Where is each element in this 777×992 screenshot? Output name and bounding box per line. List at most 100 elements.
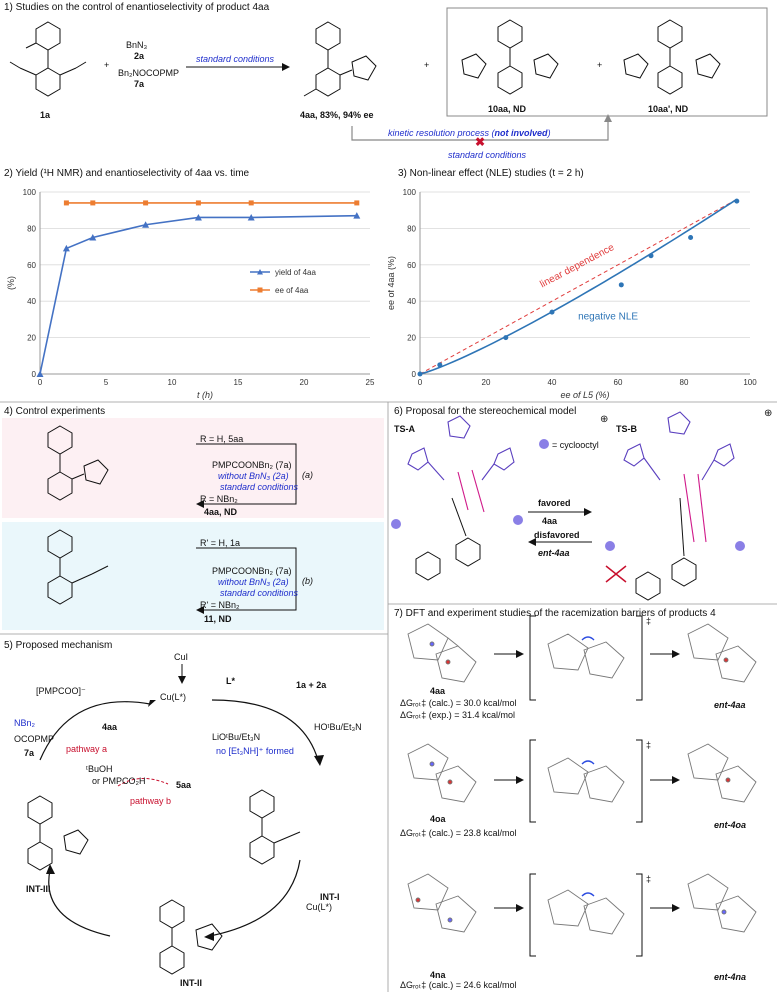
mech-pmpcoo: [PMPCOO]⁻ [36,686,86,696]
plus-sign-3: + [597,60,603,70]
standard-conditions-label: standard conditions [196,54,275,64]
mech-int-iii: INT-III [26,884,51,894]
dft-4aa-calc: ΔGᵣₒₜ‡ (calc.) = 30.0 kcal/mol [400,698,517,708]
disfavored-product: ent-4aa [538,548,570,558]
x-tick-label: 20 [482,378,491,387]
mech-byproduct: HOᵗBu/Et₃N [314,722,362,732]
data-point [648,253,654,259]
mech-cul-2: Cu(L*) [306,902,333,912]
panel1-graphics: ✖ [9,7,768,149]
dagger-3: ‡ [646,874,652,884]
control-a-reagent3: standard conditions [220,482,299,492]
mech-pathway-a: pathway a [66,744,108,754]
mech-4aa: 4aa [102,722,118,732]
data-point [248,200,254,206]
molecule-10aa [461,19,559,95]
ts-a-aryl [415,497,481,581]
dft-4aa-label: 4aa [430,686,446,696]
data-point [142,221,150,228]
dft-ent-4aa-structure [687,623,757,683]
y-tick-label: 0 [32,370,37,379]
yield-ee-chart: 0 20 40 60 80 100 0 5 10 15 20 25 t (h) (%) yield of 4… [6,188,375,400]
y-axis-label: ee of 4aa (%) [388,256,396,310]
y-tick-label: 80 [407,224,416,233]
control-a-tag: (a) [302,470,313,480]
data-point [36,370,44,377]
cyclooctyl-legend-icon [539,439,549,449]
y-tick-label: 0 [412,370,417,379]
mech-cui: CuI [174,652,189,662]
dagger-2: ‡ [646,740,652,750]
ts-a-azide [457,469,485,513]
ts-b-label: TS-B [616,424,637,434]
panel6-graphics: ⊕ ⊕ [391,408,772,601]
product-4aa-label: 4aa, 83%, 94% ee [300,110,374,120]
mech-base: LiOᵗBu/Et₃N [212,732,261,742]
ts-a-structure [407,415,515,481]
side-10aa-label: 10aa, ND [488,104,527,114]
reagent-7a-formula: Bn₂NOCOPMP [118,68,180,78]
reagent-bnn3: BnN₃ [126,40,148,50]
dft-4oa-calc: ΔGᵣₒₜ‡ (calc.) = 23.8 kcal/mol [400,828,517,838]
control-b-box [2,522,384,630]
y-tick-label: 60 [407,261,416,270]
data-point [437,362,443,368]
data-point [688,235,694,240]
data-point [618,282,624,288]
control-a-bottom2: 4aa, ND [204,507,238,517]
dft-4oa-structure [407,743,477,803]
data-point [63,200,69,206]
dft-4na-structure [407,873,477,933]
control-b-tag: (b) [302,576,313,586]
mech-int-i: INT-I [320,892,340,902]
dft-ent-4aa-label: ent-4aa [714,700,746,710]
dft-ent-4oa-structure [687,743,757,803]
control-b-bottom2: 11, ND [204,614,232,624]
mech-nbn2: NBn₂ [14,718,36,728]
data-point [143,200,149,206]
mech-ocopmp: OCOPMP [14,734,55,744]
data-point [195,200,201,206]
ts-b-aryl [635,497,697,601]
dft-4aa-structure [407,623,477,683]
data-point [417,371,423,377]
reagent-2a: 2a [134,51,145,61]
x-tick-label: 100 [743,378,757,387]
y-tick-label: 80 [27,224,36,233]
y-tick-label: 20 [27,334,36,343]
panel2-header: 2) Yield (¹H NMR) and enantioselectivity… [4,168,250,179]
molecule-5aa [47,425,109,501]
negative-nle-label: negative NLE [578,311,638,322]
dft-ent-4oa-label: ent-4oa [714,820,747,830]
x-tick-label: 80 [680,378,689,387]
disfavored-label: disfavored [534,530,580,540]
mech-7a: 7a [24,748,35,758]
panel6-header: 6) Proposal for the stereochemical model [394,406,577,417]
x-tick-label: 40 [548,378,557,387]
data-point [194,213,202,221]
dft-ts2-structure [547,757,625,803]
ts-a-label: TS-A [394,424,415,434]
x-tick-label: 25 [366,378,375,387]
control-b-bottom: R' = NBn₂ [200,600,240,610]
panel4-graphics [47,425,297,614]
control-b-reagent3: standard conditions [220,588,299,598]
kr-standard-conditions: standard conditions [448,150,527,160]
y-tick-label: 60 [27,261,36,270]
mech-int-ii: INT-II [180,978,202,988]
panel7-graphics [407,615,757,957]
mech-cul: Cu(L*) [160,692,187,702]
panel5-graphics [27,664,324,975]
control-a-reagent1: PMPCOONBn₂ (7a) [212,460,292,470]
dft-ts1-structure [547,633,625,679]
control-a-bottom: R = NBn₂ [200,494,238,504]
data-point [89,234,97,241]
side-10aa-prime-label: 10aa', ND [648,104,689,114]
ts-b-structure [623,411,735,481]
y-tick-label: 40 [407,297,416,306]
linear-dependence-line [419,198,738,375]
dft-4na-calc: ΔGᵣₒₜ‡ (calc.) = 24.6 kcal/mol [400,980,517,990]
y-tick-label: 100 [403,188,417,197]
dagger-1: ‡ [646,616,652,626]
